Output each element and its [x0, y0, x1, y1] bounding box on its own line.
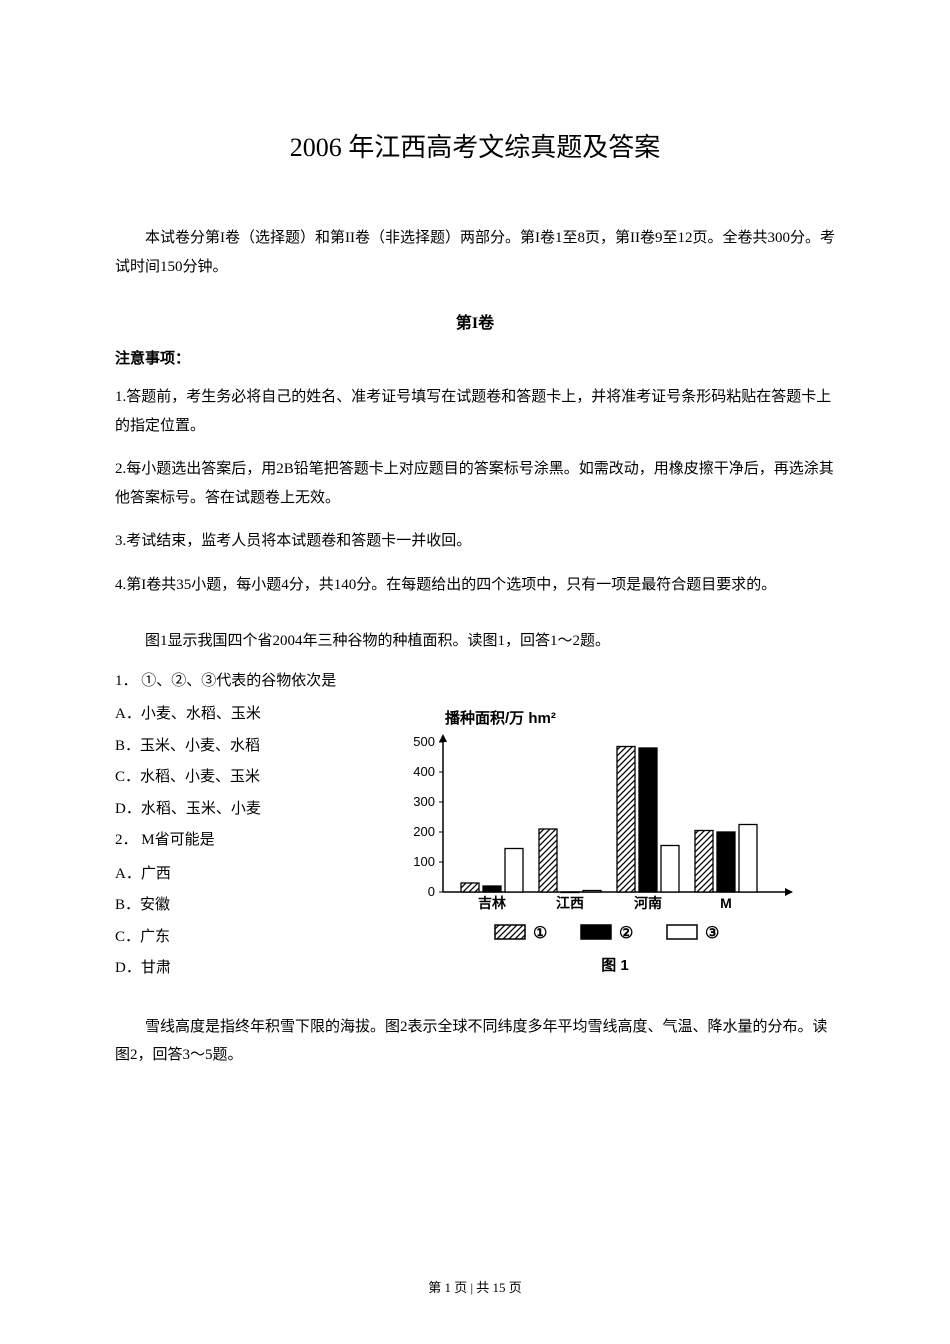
- notice-item: 3.考试结束，监考人员将本试题卷和答题卡一并收回。: [115, 527, 835, 556]
- svg-text:河南: 河南: [634, 895, 662, 911]
- bar-chart: 0 100 200 300 400 500 吉林 江西 河南 M: [395, 732, 795, 912]
- section-header: 第I卷: [115, 309, 835, 333]
- option-1a: A．小麦、水稻、玉米: [115, 699, 395, 731]
- chart-legend: ① ② ③: [395, 921, 835, 950]
- svg-text:吉林: 吉林: [478, 895, 506, 911]
- notice-item: 1.答题前，考生务必将自己的姓名、准考证号填写在试题卷和答题卡上，并将准考证号条…: [115, 383, 835, 440]
- notice-header: 注意事项：: [115, 347, 835, 368]
- option-2d: D．甘肃: [115, 953, 395, 985]
- notice-item: 2.每小题选出答案后，用2B铅笔把答题卡上对应题目的答案标号涂黑。如需改动，用橡…: [115, 455, 835, 512]
- notice-item: 4.第I卷共35小题，每小题4分，共140分。在每题给出的四个选项中，只有一项是…: [115, 571, 835, 600]
- option-2a: A．广西: [115, 859, 395, 891]
- page-title: 2006 年江西高考文综真题及答案: [115, 127, 835, 164]
- svg-text:100: 100: [413, 854, 435, 869]
- svg-text:300: 300: [413, 794, 435, 809]
- question-intro: 图1显示我国四个省2004年三种谷物的种植面积。读图1，回答1～2题。: [115, 627, 835, 656]
- svg-text:400: 400: [413, 764, 435, 779]
- exam-intro: 本试卷分第I卷（选择题）和第II卷（非选择题）两部分。第I卷1至8页，第II卷9…: [115, 224, 835, 281]
- chart-ylabel: 播种面积/万 hm²: [395, 707, 835, 728]
- option-2c: C．广东: [115, 922, 395, 954]
- svg-text:500: 500: [413, 734, 435, 749]
- svg-text:③: ③: [705, 925, 719, 942]
- svg-text:200: 200: [413, 824, 435, 839]
- question-1: 1． ①、②、③代表的谷物依次是: [115, 666, 835, 698]
- chart-caption: 图 1: [395, 954, 835, 975]
- page-footer: 第 1 页 | 共 15 页: [0, 1277, 950, 1296]
- svg-text:①: ①: [533, 925, 547, 942]
- option-1d: D．水稻、玉米、小麦: [115, 794, 395, 826]
- svg-text:②: ②: [619, 925, 633, 942]
- option-1b: B．玉米、小麦、水稻: [115, 731, 395, 763]
- option-1c: C．水稻、小麦、玉米: [115, 762, 395, 794]
- question-intro-3: 雪线高度是指终年积雪下限的海拔。图2表示全球不同纬度多年平均雪线高度、气温、降水…: [115, 1013, 835, 1070]
- svg-text:0: 0: [428, 884, 435, 899]
- option-2b: B．安徽: [115, 890, 395, 922]
- svg-text:江西: 江西: [556, 895, 584, 911]
- question-2: 2． M省可能是: [115, 825, 395, 857]
- svg-text:M: M: [720, 895, 732, 911]
